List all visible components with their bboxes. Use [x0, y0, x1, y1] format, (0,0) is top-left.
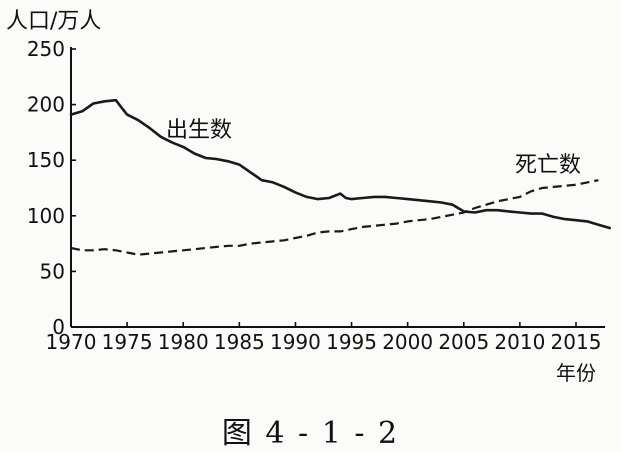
y-axis-title: 人口/万人 — [6, 9, 101, 34]
x-tick-label: 1975 — [102, 330, 153, 354]
y-tick-label: 50 — [40, 259, 65, 283]
y-tick-label: 0 — [52, 315, 65, 339]
x-tick-label: 2015 — [551, 330, 602, 354]
series-label-1: 死亡数 — [515, 153, 581, 178]
figure-caption: 图 4 - 1 - 2 — [221, 416, 400, 451]
x-tick-label: 1995 — [326, 330, 377, 354]
series-label-0: 出生数 — [166, 118, 232, 143]
x-tick-label: 2010 — [494, 330, 545, 354]
y-tick-label: 250 — [27, 37, 65, 61]
x-tick-label: 1985 — [214, 330, 265, 354]
x-tick-label: 1990 — [270, 330, 321, 354]
x-tick-label: 1970 — [46, 330, 97, 354]
x-axis-title: 年份 — [556, 361, 596, 385]
y-tick-label: 150 — [27, 148, 65, 172]
series-line-0 — [69, 98, 611, 230]
series-line-1 — [70, 179, 599, 256]
x-tick-label: 2000 — [382, 330, 433, 354]
x-tick-label: 1980 — [158, 330, 209, 354]
y-tick-label: 100 — [27, 204, 65, 228]
y-tick-label: 200 — [27, 93, 65, 117]
x-tick-label: 2005 — [438, 330, 489, 354]
